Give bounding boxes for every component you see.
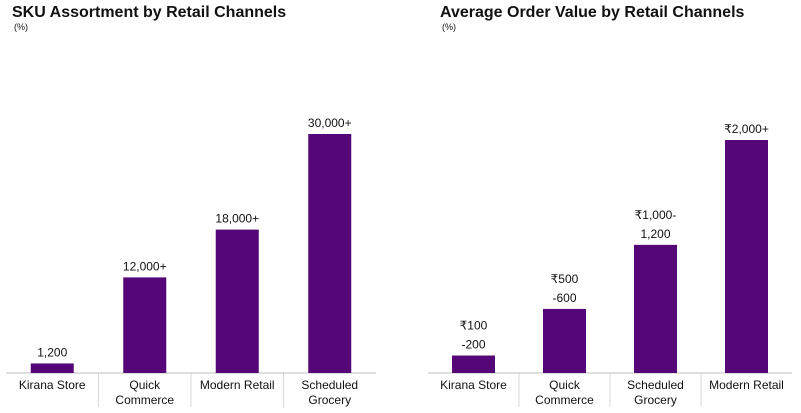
chart-title: Average Order Value by Retail Channels bbox=[440, 4, 745, 21]
bar bbox=[543, 308, 586, 373]
category-label: Commerce bbox=[535, 393, 594, 407]
data-label: 12,000+ bbox=[123, 259, 167, 273]
chart-subtitle: (%) bbox=[14, 22, 28, 32]
data-label: 1,200 bbox=[640, 227, 670, 241]
data-label: 1,200 bbox=[37, 345, 67, 359]
bar bbox=[452, 355, 495, 373]
bar bbox=[123, 277, 167, 373]
data-label: ₹1,000- bbox=[635, 208, 677, 222]
chart-title: SKU Assortment by Retail Channels bbox=[12, 4, 287, 21]
category-label: Kirana Store bbox=[19, 378, 86, 392]
chart-subtitle: (%) bbox=[442, 22, 456, 32]
category-label: Quick bbox=[129, 378, 161, 392]
data-label: ₹2,000+ bbox=[724, 122, 769, 136]
category-label: Grocery bbox=[634, 393, 677, 407]
category-label: Kirana Store bbox=[440, 378, 507, 392]
data-label: -600 bbox=[552, 291, 576, 305]
data-label: -200 bbox=[461, 338, 485, 352]
category-label: Scheduled bbox=[627, 378, 684, 392]
data-label: 30,000+ bbox=[308, 116, 352, 130]
bar bbox=[308, 134, 352, 373]
chart-average-order-value: Average Order Value by Retail Channels (… bbox=[428, 0, 801, 413]
data-label: 18,000+ bbox=[215, 212, 259, 226]
bar bbox=[634, 244, 677, 373]
category-label: Grocery bbox=[308, 393, 351, 407]
category-label: Quick bbox=[549, 378, 581, 392]
chart-sku-assortment: SKU Assortment by Retail Channels (%) 1,… bbox=[0, 0, 400, 413]
bar bbox=[215, 229, 259, 373]
data-label: ₹500 bbox=[551, 272, 579, 286]
category-label: Modern Retail bbox=[200, 378, 275, 392]
bar bbox=[725, 140, 768, 373]
category-label: Scheduled bbox=[301, 378, 358, 392]
data-label: ₹100 bbox=[460, 319, 488, 333]
category-label: Commerce bbox=[115, 393, 174, 407]
bar-chart-aov: ₹100 -200 Kirana Store ₹500 -600 QuickCommerc… bbox=[428, 122, 792, 407]
bar bbox=[30, 363, 74, 373]
category-label: Modern Retail bbox=[709, 378, 784, 392]
